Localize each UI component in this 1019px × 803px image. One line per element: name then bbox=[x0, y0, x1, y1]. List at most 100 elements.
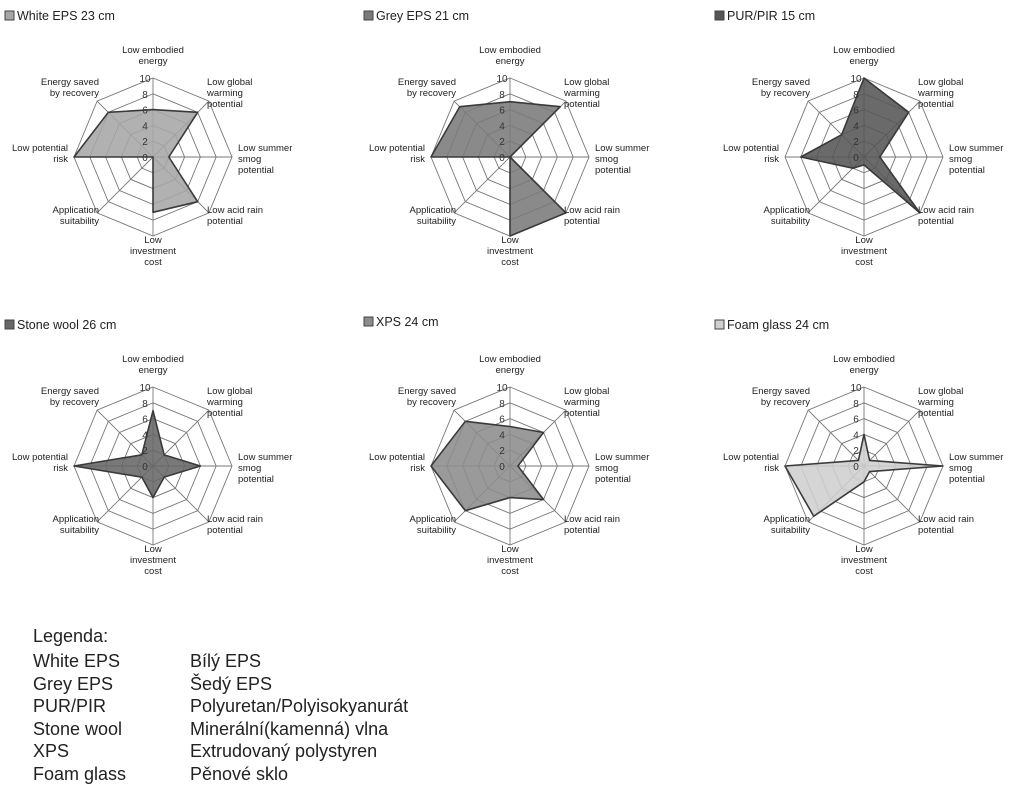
legend-en-grey-eps: Grey EPS bbox=[33, 673, 114, 694]
tick-label: 6 bbox=[853, 415, 859, 426]
data-area bbox=[73, 409, 202, 499]
tick-label: 0 bbox=[499, 462, 505, 473]
axis-label: Low potential risk bbox=[723, 143, 779, 165]
tick-label: 4 bbox=[142, 121, 148, 132]
axis-label: Energy saved by recovery bbox=[398, 77, 456, 99]
legend-en-stone-wool: Stone wool bbox=[33, 718, 123, 739]
chart-legend-label: PUR/PIR 15 cm bbox=[727, 9, 815, 23]
legend-row-stone-wool: Stone wool Minerální(kamenná) vlna bbox=[33, 718, 408, 741]
axis-label: Low potential risk bbox=[369, 143, 425, 165]
chart-legend-label: XPS 24 cm bbox=[376, 315, 439, 329]
tick-label: 8 bbox=[499, 399, 505, 410]
axis-label: Energy saved by recovery bbox=[752, 77, 810, 99]
tick-label: 10 bbox=[496, 383, 508, 394]
legend-cz-white-eps: Bílý EPS bbox=[190, 651, 262, 671]
radar-chart: Stone wool 26 cm 0 2 4 6 8 10 Low embodied energ… bbox=[4, 318, 292, 577]
axis-label: Low global warming potential bbox=[917, 386, 963, 419]
axis-label: Low summer smog potential bbox=[238, 143, 292, 176]
tick-label: 6 bbox=[142, 415, 148, 426]
chart-legend-label: Grey EPS 21 cm bbox=[376, 9, 469, 23]
axis-label: Low summer smog potential bbox=[238, 452, 292, 485]
legend-row-pur-pir: PUR/PIR Polyuretan/Polyisokyanurát bbox=[33, 695, 408, 718]
grid-spoke bbox=[807, 409, 865, 467]
data-area bbox=[799, 77, 921, 214]
axis-label: Low acid rain potential bbox=[564, 514, 620, 536]
tick-label: 10 bbox=[850, 74, 862, 85]
legend-row-white-eps: White EPS Bílý EPS bbox=[33, 650, 408, 673]
axis-label: Low potential risk bbox=[12, 452, 68, 474]
tick-label: 4 bbox=[499, 430, 505, 441]
axis-label: Low investment cost bbox=[487, 544, 533, 577]
tick-label: 4 bbox=[499, 121, 505, 132]
axis-label: Application suitability bbox=[410, 205, 457, 227]
axis-label: Low global warming potential bbox=[917, 77, 963, 110]
tick-label: 8 bbox=[142, 399, 148, 410]
axis-label: Low investment cost bbox=[841, 544, 887, 577]
data-area bbox=[430, 420, 545, 512]
tick-label: 2 bbox=[853, 137, 859, 148]
tick-label: 4 bbox=[142, 430, 148, 441]
axis-label: Application suitability bbox=[53, 205, 100, 227]
tick-label: 6 bbox=[142, 106, 148, 117]
axis-label: Low investment cost bbox=[130, 235, 176, 268]
legend-swatch bbox=[4, 319, 15, 330]
tick-label: 0 bbox=[142, 153, 148, 164]
axis-label: Low embodied energy bbox=[833, 45, 895, 67]
tick-label: 10 bbox=[496, 74, 508, 85]
axis-label: Low acid rain potential bbox=[207, 205, 263, 227]
data-area bbox=[73, 108, 199, 214]
legend-swatch bbox=[4, 10, 15, 21]
tick-label: 6 bbox=[499, 415, 505, 426]
legend-en-white-eps: White EPS bbox=[33, 651, 121, 671]
tick-label: 0 bbox=[499, 153, 505, 164]
tick-label: 8 bbox=[499, 90, 505, 101]
radar-chart: White EPS 23 cm 0 2 4 6 8 10 Low embodied energy… bbox=[4, 9, 292, 268]
axis-label: Low potential risk bbox=[723, 452, 779, 474]
grid-spoke bbox=[453, 156, 511, 214]
legend-en-foam-glass: Foam glass bbox=[33, 763, 127, 784]
tick-label: 0 bbox=[853, 462, 859, 473]
legend-swatch bbox=[714, 10, 725, 21]
tick-label: 10 bbox=[139, 74, 151, 85]
axis-label: Low acid rain potential bbox=[564, 205, 620, 227]
axis-label: Low embodied energy bbox=[833, 354, 895, 376]
axis-label: Energy saved by recovery bbox=[41, 77, 99, 99]
tick-label: 2 bbox=[142, 137, 148, 148]
axis-label: Energy saved by recovery bbox=[752, 386, 810, 408]
legend-row-foam-glass: Foam glass Pěnové sklo bbox=[33, 763, 408, 786]
tick-label: 6 bbox=[853, 106, 859, 117]
data-area bbox=[430, 100, 567, 237]
tick-label: 2 bbox=[499, 137, 505, 148]
legend-row-grey-eps: Grey EPS Šedý EPS bbox=[33, 673, 408, 696]
radar-charts: White EPS 23 cm 0 2 4 6 8 10 Low embodied energy… bbox=[4, 9, 1003, 577]
axis-label: Application suitability bbox=[410, 514, 457, 536]
legend-title: Legenda: bbox=[33, 626, 109, 646]
tick-label: 2 bbox=[142, 446, 148, 457]
tick-label: 4 bbox=[853, 430, 859, 441]
axis-label: Low summer smog potential bbox=[595, 452, 649, 485]
legend-en-pur-pir: PUR/PIR bbox=[33, 696, 107, 717]
tick-label: 4 bbox=[853, 121, 859, 132]
legend-cz-xps: Extrudovaný polystyren bbox=[190, 741, 378, 762]
tick-label: 2 bbox=[499, 446, 505, 457]
grid-spoke bbox=[863, 409, 921, 467]
axis-label: Low acid rain potential bbox=[918, 205, 974, 227]
grid-spoke bbox=[863, 465, 921, 523]
axis-label: Low summer smog potential bbox=[949, 452, 1003, 485]
radar-chart: Grey EPS 21 cm 0 2 4 6 8 10 Low embodied energy L… bbox=[363, 9, 649, 268]
tick-label: 8 bbox=[142, 90, 148, 101]
radar-chart: PUR/PIR 15 cm 0 2 4 6 8 10 Low embodied energy Lo… bbox=[714, 9, 1003, 268]
chart-legend-label: Foam glass 24 cm bbox=[727, 318, 829, 332]
axis-label: Energy saved by recovery bbox=[398, 386, 456, 408]
axis-label: Low embodied energy bbox=[122, 354, 184, 376]
legend-cz-foam-glass: Pěnové sklo bbox=[190, 763, 289, 784]
legend-swatch bbox=[363, 10, 374, 21]
legend-row-xps: XPS Extrudovaný polystyren bbox=[33, 740, 408, 763]
axis-label: Low investment cost bbox=[841, 235, 887, 268]
radar-chart: XPS 24 cm 0 2 4 6 8 10 Low embodied energy Low gl… bbox=[363, 315, 649, 577]
axis-label: Low potential risk bbox=[369, 452, 425, 474]
axis-label: Application suitability bbox=[764, 514, 811, 536]
axis-label: Low summer smog potential bbox=[949, 143, 1003, 176]
legend-en-xps: XPS bbox=[33, 741, 70, 762]
axis-label: Low acid rain potential bbox=[207, 514, 263, 536]
